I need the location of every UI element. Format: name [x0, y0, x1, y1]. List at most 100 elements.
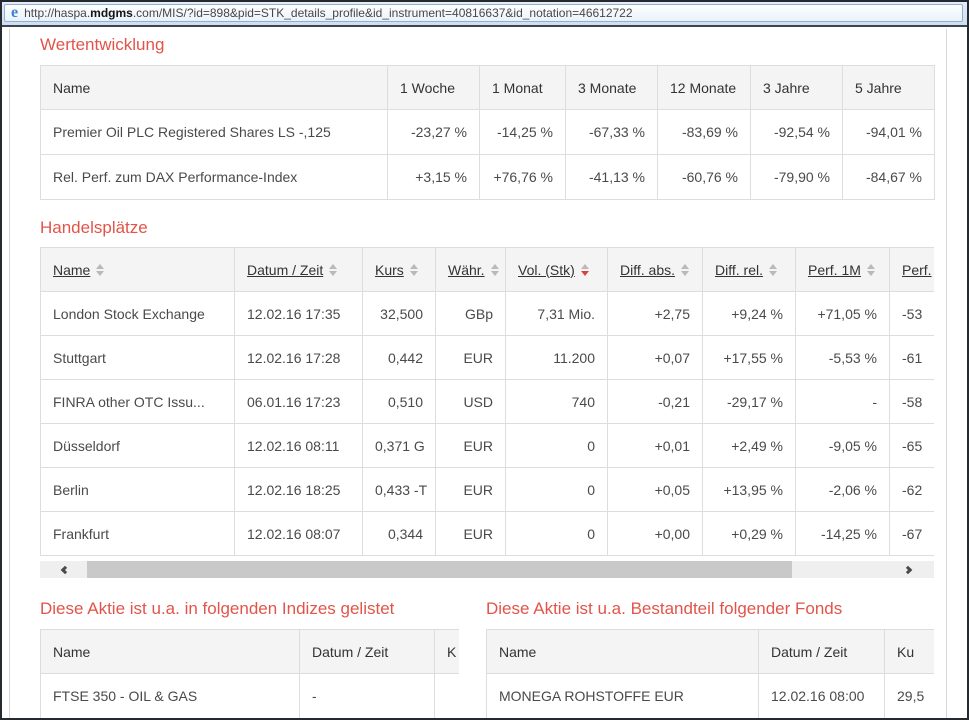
- table-row: Berlin 12.02.16 18:25 0,433 -T EUR 0 +0,…: [40, 467, 934, 512]
- venue-perf-1m: -: [795, 379, 890, 424]
- indices-table-wrapper: Name Datum / Zeit K FTSE 350 - OIL & GAS…: [40, 629, 459, 718]
- venue-volume: 0: [505, 467, 608, 512]
- venue-perf-cut: -61: [889, 335, 934, 380]
- venue-perf-1m: -14,25 %: [795, 511, 890, 556]
- scroll-left-button[interactable]: [52, 562, 74, 577]
- venues-col-diff-abs[interactable]: Diff. abs.: [607, 247, 703, 292]
- venue-datetime: 06.01.16 17:23: [234, 379, 363, 424]
- table-row: FINRA other OTC Issu... 06.01.16 17:23 0…: [40, 379, 934, 424]
- address-input[interactable]: e http://haspa.mdgms.com/MIS/?id=898&pid…: [4, 4, 963, 22]
- perf-value: -41,13 %: [565, 154, 658, 200]
- url-suffix: .com/MIS/?id=898&pid=STK_details_profile…: [132, 6, 633, 20]
- sort-icon: [96, 263, 105, 276]
- venue-name: London Stock Exchange: [40, 291, 235, 336]
- venue-diff-rel: +13,95 %: [702, 467, 796, 512]
- horizontal-scrollbar[interactable]: [40, 561, 934, 578]
- fund-name: MONEGA ROHSTOFFE EUR: [486, 673, 759, 718]
- venue-datetime: 12.02.16 08:11: [234, 423, 363, 468]
- indices-header-row: Name Datum / Zeit K: [40, 629, 459, 674]
- venues-header-row: Name Datum / Zeit Kurs Währ. Vol. (Stk) …: [40, 247, 934, 292]
- venues-col-perf-1m[interactable]: Perf. 1M: [795, 247, 890, 292]
- venue-diff-rel: +9,24 %: [702, 291, 796, 336]
- url-domain: mdgms: [90, 6, 133, 20]
- instrument-name: Rel. Perf. zum DAX Performance-Index: [40, 154, 388, 200]
- index-name: FTSE 350 - OIL & GAS: [40, 673, 300, 718]
- perf-col-1m: 1 Monat: [479, 65, 566, 110]
- venue-diff-abs: +0,01: [607, 423, 703, 468]
- venue-volume: 7,31 Mio.: [505, 291, 608, 336]
- venue-datetime: 12.02.16 08:07: [234, 511, 363, 556]
- sort-icon: [681, 263, 689, 276]
- address-bar: e http://haspa.mdgms.com/MIS/?id=898&pid…: [2, 2, 967, 27]
- venues-col-volume[interactable]: Vol. (Stk): [505, 247, 608, 292]
- venue-currency: GBp: [435, 291, 506, 336]
- perf-col-name: Name: [40, 65, 388, 110]
- venue-perf-cut: -62: [889, 467, 934, 512]
- performance-table: Name 1 Woche 1 Monat 3 Monate 12 Monate …: [40, 65, 935, 200]
- content-frame-right-border: [946, 29, 947, 718]
- venue-currency: EUR: [435, 467, 506, 512]
- ie-favicon-icon: e: [11, 4, 19, 21]
- venue-name: FINRA other OTC Issu...: [40, 379, 235, 424]
- venue-perf-1m: -5,53 %: [795, 335, 890, 380]
- funds-col-name: Name: [486, 629, 759, 674]
- venue-perf-cut: -53: [889, 291, 934, 336]
- venue-diff-abs: +0,07: [607, 335, 703, 380]
- venue-name: Düsseldorf: [40, 423, 235, 468]
- sort-icon: [866, 263, 875, 276]
- funds-col-datetime: Datum / Zeit: [758, 629, 885, 674]
- venues-col-datetime[interactable]: Datum / Zeit: [234, 247, 363, 292]
- perf-value: -94,01 %: [842, 109, 935, 155]
- scrollbar-thumb[interactable]: [87, 561, 792, 578]
- venues-col-price[interactable]: Kurs: [362, 247, 436, 292]
- indices-section-title: Diese Aktie ist u.a. in folgenden Indize…: [40, 599, 395, 618]
- perf-value: -84,67 %: [842, 154, 935, 200]
- venue-diff-abs: +0,05: [607, 467, 703, 512]
- indices-col-price: K: [434, 629, 459, 674]
- venue-price: 0,510: [362, 379, 436, 424]
- venues-table-wrapper: Name Datum / Zeit Kurs Währ. Vol. (Stk) …: [40, 247, 934, 559]
- fund-price: 29,5: [884, 673, 934, 718]
- funds-section-title: Diese Aktie ist u.a. Bestandteil folgend…: [486, 599, 843, 618]
- index-datetime: -: [299, 673, 435, 718]
- perf-col-1w: 1 Woche: [387, 65, 480, 110]
- venue-volume: 0: [505, 423, 608, 468]
- venue-datetime: 12.02.16 17:28: [234, 335, 363, 380]
- chevron-right-icon: [903, 565, 912, 574]
- venue-name: Stuttgart: [40, 335, 235, 380]
- venues-col-diff-rel[interactable]: Diff. rel.: [702, 247, 796, 292]
- perf-value: +3,15 %: [387, 154, 480, 200]
- venues-col-name[interactable]: Name: [40, 247, 235, 292]
- table-row: Stuttgart 12.02.16 17:28 0,442 EUR 11.20…: [40, 335, 934, 380]
- venues-col-perf-cut[interactable]: Perf.: [889, 247, 934, 292]
- scroll-right-button[interactable]: [898, 562, 920, 577]
- venue-price: 0,371 G: [362, 423, 436, 468]
- chevron-left-icon: [60, 565, 69, 574]
- venue-perf-cut: -58: [889, 379, 934, 424]
- performance-section-title: Wertentwicklung: [40, 35, 165, 54]
- venue-diff-abs: +0,00: [607, 511, 703, 556]
- index-price: [434, 673, 459, 718]
- indices-col-name: Name: [40, 629, 300, 674]
- table-row: London Stock Exchange 12.02.16 17:35 32,…: [40, 291, 934, 336]
- table-row: Frankfurt 12.02.16 08:07 0,344 EUR 0 +0,…: [40, 511, 934, 556]
- venues-col-currency[interactable]: Währ.: [435, 247, 506, 292]
- venue-perf-1m: +71,05 %: [795, 291, 890, 336]
- venue-price: 0,433 -T: [362, 467, 436, 512]
- venue-diff-abs: +2,75: [607, 291, 703, 336]
- venue-currency: USD: [435, 379, 506, 424]
- venue-diff-abs: -0,21: [607, 379, 703, 424]
- performance-table-wrapper: Name 1 Woche 1 Monat 3 Monate 12 Monate …: [40, 65, 935, 204]
- venue-diff-rel: -29,17 %: [702, 379, 796, 424]
- perf-col-3y: 3 Jahre: [750, 65, 843, 110]
- perf-value: -83,69 %: [657, 109, 751, 155]
- venue-name: Berlin: [40, 467, 235, 512]
- sort-descending-active-icon: [580, 263, 589, 276]
- perf-value: -14,25 %: [479, 109, 566, 155]
- perf-col-5y: 5 Jahre: [842, 65, 935, 110]
- funds-header-row: Name Datum / Zeit Ku: [486, 629, 934, 674]
- sort-icon: [490, 263, 499, 276]
- page-viewport: Wertentwicklung Name 1 Woche 1 Monat 3 M…: [2, 29, 967, 718]
- url-text: http://haspa.mdgms.com/MIS/?id=898&pid=S…: [24, 6, 632, 20]
